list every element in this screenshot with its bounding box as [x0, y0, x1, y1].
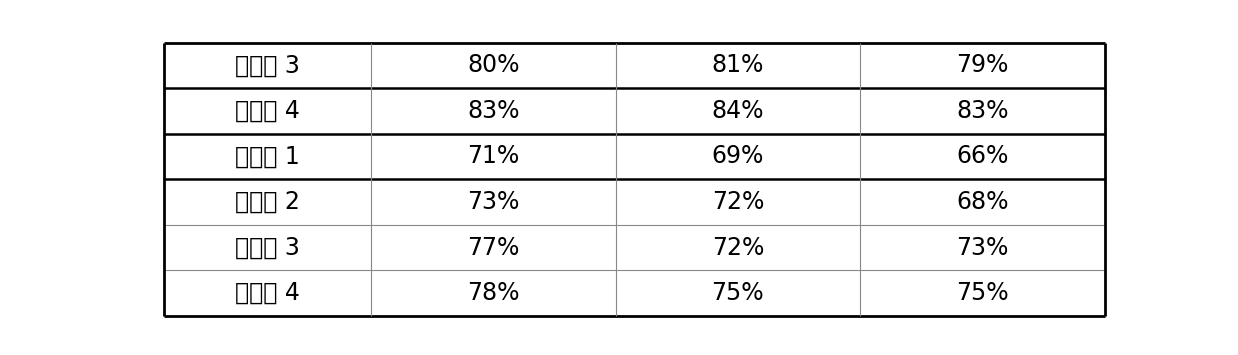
Text: 66%: 66% — [956, 144, 1009, 169]
Text: 81%: 81% — [712, 53, 764, 77]
Text: 84%: 84% — [712, 99, 764, 123]
Text: 83%: 83% — [956, 99, 1009, 123]
Text: 72%: 72% — [712, 190, 764, 214]
Text: 69%: 69% — [712, 144, 764, 169]
Text: 83%: 83% — [467, 99, 520, 123]
Text: 68%: 68% — [956, 190, 1009, 214]
Text: 75%: 75% — [956, 281, 1009, 305]
Text: 对比例 2: 对比例 2 — [235, 190, 300, 214]
Text: 71%: 71% — [467, 144, 520, 169]
Text: 78%: 78% — [467, 281, 520, 305]
Text: 79%: 79% — [956, 53, 1009, 77]
Text: 对比例 1: 对比例 1 — [235, 144, 300, 169]
Text: 75%: 75% — [712, 281, 764, 305]
Text: 对比例 4: 对比例 4 — [235, 281, 300, 305]
Text: 80%: 80% — [467, 53, 520, 77]
Text: 实施例 4: 实施例 4 — [235, 99, 300, 123]
Text: 73%: 73% — [956, 236, 1009, 260]
Text: 实施例 3: 实施例 3 — [235, 53, 300, 77]
Text: 73%: 73% — [467, 190, 520, 214]
Text: 对比例 3: 对比例 3 — [235, 236, 300, 260]
Text: 72%: 72% — [712, 236, 764, 260]
Text: 77%: 77% — [467, 236, 520, 260]
